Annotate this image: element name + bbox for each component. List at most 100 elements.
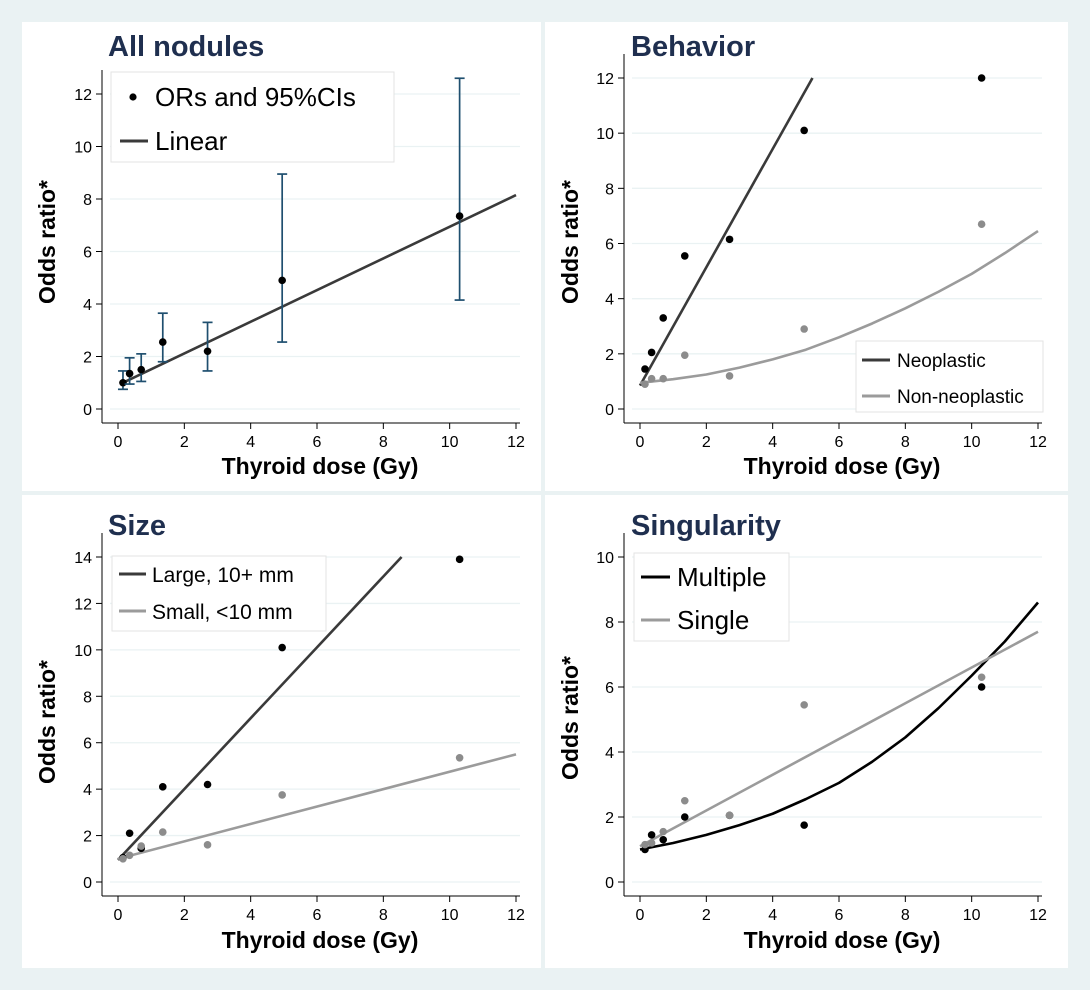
- x-tick-label: 6: [313, 907, 322, 924]
- x-tick-label: 10: [441, 434, 459, 451]
- y-tick-label: 2: [605, 347, 614, 364]
- legend-box: [110, 71, 395, 163]
- chart-singularity: 0 2 4 6 8 10 0 2 4 6 8 10 12 Singularity Thyroid dos…: [557, 510, 1047, 953]
- chart-behavior: 0 2 4 6 8 10 12 0 2 4 6 8 10 12 Behavior Thyroid dose…: [557, 31, 1047, 479]
- y-tick-label: 8: [605, 181, 614, 198]
- data-marks: [638, 74, 1039, 388]
- data-point: [125, 829, 134, 838]
- data-point: [725, 372, 734, 380]
- legend-box: [855, 340, 1044, 413]
- x-tick-label: 6: [313, 434, 322, 451]
- data-point: [659, 374, 668, 383]
- x-tick-label: 6: [835, 434, 844, 451]
- x-tick-label: 0: [114, 434, 123, 451]
- data-point: [680, 796, 689, 805]
- panel-background-singularity: [545, 495, 1068, 968]
- data-point: [278, 276, 286, 285]
- y-tick-label: 12: [74, 596, 92, 613]
- legend-label-small: Small, <10 mm: [152, 601, 293, 624]
- data-marks: [639, 601, 1039, 854]
- data-point: [659, 314, 668, 322]
- data-point: [800, 126, 808, 135]
- y-tick-label: 2: [83, 350, 92, 367]
- x-tick-label: 4: [768, 434, 777, 451]
- y-tick-label: 10: [74, 643, 92, 660]
- x-tick-label: 12: [1029, 434, 1047, 451]
- data-point: [800, 701, 808, 709]
- y-tick-label: 4: [605, 292, 614, 309]
- data-point: [641, 840, 649, 849]
- x-tick-label: 0: [636, 907, 645, 924]
- y-tick-label: 10: [596, 126, 614, 143]
- x-tick-label: 8: [379, 434, 388, 451]
- data-point: [455, 212, 464, 220]
- y-tick-label: 6: [83, 245, 92, 262]
- data-point: [158, 338, 167, 346]
- chart-title: All nodules: [108, 31, 264, 63]
- x-tick-label: 2: [702, 434, 711, 451]
- series-line-0: [638, 77, 814, 387]
- x-axis-label: Thyroid dose (Gy): [222, 453, 419, 479]
- series-line-0: [117, 556, 403, 861]
- y-tick-label: 8: [83, 192, 92, 209]
- y-tick-label: 12: [74, 87, 92, 104]
- axes: 0 2 4 6 8 10 12 0 2 4 6 8 10 12: [74, 70, 525, 451]
- x-tick-label: 0: [114, 907, 123, 924]
- y-tick-label: 10: [596, 550, 614, 567]
- panel-background-behavior: [545, 22, 1068, 491]
- data-point: [119, 378, 127, 387]
- series-line-1: [639, 630, 1039, 848]
- x-tick-label: 0: [636, 434, 645, 451]
- legend-box: [111, 555, 327, 632]
- legend-label-non-neoplastic: Non-neoplastic: [897, 387, 1024, 408]
- data-point: [278, 643, 286, 652]
- legend-label-single: Single: [677, 605, 749, 635]
- data-point: [977, 74, 986, 82]
- data-point: [800, 821, 808, 829]
- series-line-1: [639, 230, 1039, 385]
- data-point: [125, 851, 134, 860]
- x-tick-label: 10: [441, 907, 459, 924]
- y-tick-label: 4: [83, 297, 92, 314]
- data-point: [203, 347, 212, 356]
- chart-title: Singularity: [631, 510, 781, 542]
- data-point: [158, 783, 167, 791]
- data-point: [641, 380, 649, 388]
- data-point: [641, 365, 649, 373]
- y-axis-label: Odds ratio*: [557, 656, 583, 780]
- data-point: [680, 351, 689, 360]
- x-tick-label: 8: [379, 907, 388, 924]
- data-marks: [117, 77, 517, 391]
- y-tick-label: 6: [605, 237, 614, 254]
- data-point: [647, 348, 656, 357]
- y-axis-label: Odds ratio*: [34, 180, 60, 304]
- data-point: [647, 839, 656, 847]
- y-tick-label: 0: [605, 402, 614, 419]
- data-marks: [117, 555, 517, 863]
- x-tick-label: 8: [901, 907, 910, 924]
- y-tick-label: 6: [605, 680, 614, 697]
- data-point: [725, 235, 734, 244]
- series-line-0: [639, 601, 1039, 851]
- chart-title: Behavior: [631, 31, 755, 63]
- y-tick-label: 10: [74, 140, 92, 157]
- data-point: [278, 791, 286, 799]
- data-point: [800, 325, 808, 333]
- y-tick-label: 8: [605, 615, 614, 632]
- y-tick-label: 12: [596, 71, 614, 88]
- y-axis-label: Odds ratio*: [557, 180, 583, 304]
- data-point: [455, 555, 464, 564]
- data-point: [977, 220, 986, 228]
- data-point: [977, 673, 986, 682]
- legend-label-multiple: Multiple: [677, 562, 767, 592]
- data-point: [455, 754, 464, 762]
- data-point: [137, 365, 146, 374]
- data-point: [203, 841, 212, 849]
- chart-all-nodules: 0 2 4 6 8 10 12 0 2 4 6 8 10 12 All nodules Thyroid d…: [34, 31, 525, 479]
- series-line-1: [122, 193, 517, 384]
- x-axis-label: Thyroid dose (Gy): [744, 453, 941, 479]
- y-tick-label: 4: [605, 745, 614, 762]
- x-tick-label: 2: [180, 434, 189, 451]
- x-tick-label: 4: [246, 907, 255, 924]
